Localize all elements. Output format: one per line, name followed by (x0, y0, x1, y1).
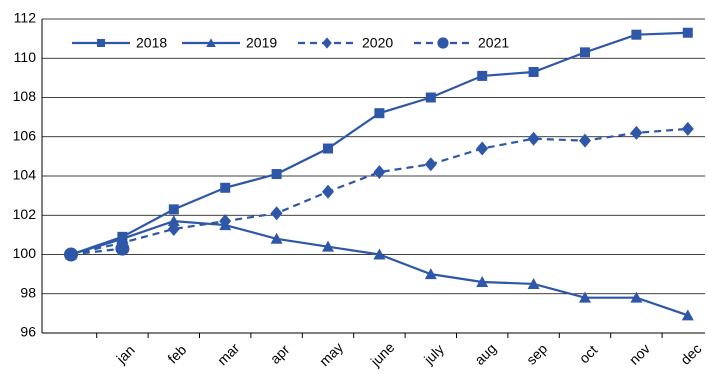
marker (219, 214, 232, 229)
x-tick-label: jan (113, 342, 138, 367)
marker (167, 221, 180, 236)
marker (682, 27, 693, 38)
marker (681, 121, 694, 136)
marker (527, 131, 540, 146)
x-tick-label: june (367, 339, 398, 370)
marker (270, 206, 283, 221)
marker (631, 29, 642, 40)
series-line (70, 247, 123, 256)
x-tick-label: nov (626, 340, 653, 367)
x-tick-label: apr (267, 341, 293, 367)
series-line (70, 127, 688, 256)
series (64, 241, 130, 262)
series-line (70, 31, 688, 256)
marker (167, 215, 180, 227)
marker (322, 184, 334, 199)
marker (425, 92, 436, 103)
legend-label: 2018 (136, 35, 167, 51)
legend-label: 2020 (362, 35, 393, 51)
marker (373, 165, 386, 180)
marker (630, 125, 643, 140)
series (65, 121, 694, 262)
marker (115, 241, 130, 256)
marker (322, 240, 334, 252)
marker (437, 37, 449, 49)
marker (630, 291, 643, 303)
y-tick-label: 108 (13, 88, 37, 104)
marker (477, 70, 488, 81)
marker (322, 37, 332, 49)
marker (168, 204, 179, 215)
marker (424, 157, 437, 172)
marker (97, 39, 105, 47)
marker (424, 268, 437, 280)
y-tick-label: 96 (20, 324, 36, 340)
x-tick-label: feb (164, 341, 189, 366)
marker (580, 47, 590, 58)
y-tick-label: 110 (14, 49, 37, 65)
x-tick-label: dec (677, 340, 704, 367)
marker (476, 275, 489, 287)
marker (579, 291, 591, 303)
series (65, 215, 694, 321)
marker (373, 248, 386, 260)
y-tick-label: 102 (13, 206, 37, 222)
marker (527, 277, 540, 289)
x-tick-label: aug (471, 340, 499, 368)
y-tick-label: 106 (13, 127, 37, 143)
y-tick-label: 98 (20, 284, 36, 300)
marker (681, 309, 694, 321)
marker (220, 182, 231, 193)
marker (323, 143, 333, 154)
legend-label: 2019 (246, 35, 277, 51)
x-tick-label: oct (576, 342, 601, 367)
marker (270, 232, 283, 244)
marker (476, 141, 489, 156)
series-line (70, 220, 689, 317)
x-tick-label: mar (214, 340, 243, 369)
x-tick-label: sep (523, 340, 550, 367)
y-tick-label: 104 (13, 167, 37, 183)
legend: 2018 2019 2020 2021 (72, 35, 509, 51)
marker (64, 247, 78, 262)
x-tick-label: may (316, 339, 346, 369)
marker (271, 169, 282, 180)
marker (206, 38, 216, 47)
y-tick-label: 100 (13, 245, 37, 261)
marker (374, 108, 385, 119)
legend-label: 2021 (478, 35, 509, 51)
marker (528, 66, 539, 77)
y-tick-label: 112 (14, 10, 37, 26)
marker (579, 133, 591, 148)
x-tick-label: july (420, 341, 447, 368)
